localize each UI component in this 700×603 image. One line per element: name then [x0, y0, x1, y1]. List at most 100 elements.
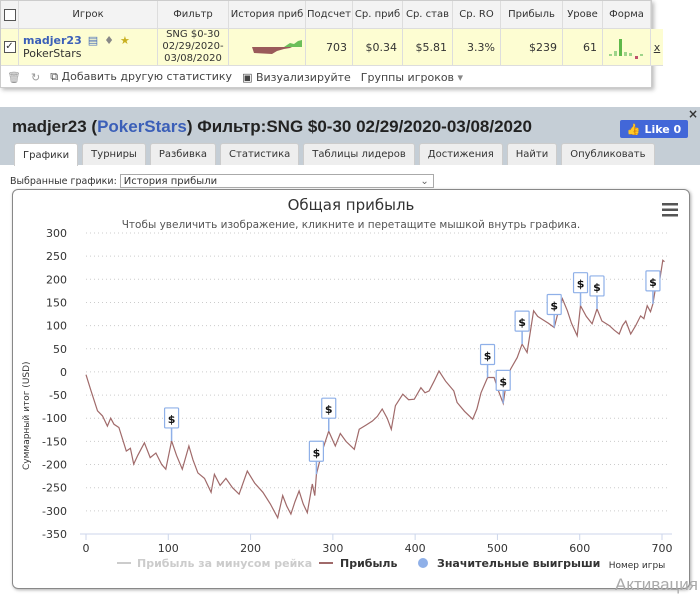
big-win-label: $ — [593, 281, 601, 294]
add-icon: ⧉ — [50, 70, 59, 83]
award-icon[interactable]: ★ — [120, 34, 130, 47]
y-tick-label: 250 — [46, 250, 67, 263]
profit-chart[interactable]: Общая прибыль Чтобы увеличить изображени… — [12, 189, 690, 589]
avg-stake-cell: $5.81 — [403, 29, 453, 65]
big-win-marker[interactable]: $ — [479, 343, 496, 378]
network-label: PokerStars — [23, 47, 82, 60]
big-win-label: $ — [550, 299, 558, 312]
form-chart — [603, 29, 651, 65]
panel-player-name: madjer23 — [12, 117, 87, 136]
big-win-marker[interactable]: $ — [321, 397, 337, 432]
tab-charts[interactable]: Графики — [14, 143, 79, 166]
avg-profit-cell: $0.34 — [353, 29, 403, 65]
big-win-marker[interactable]: $ — [589, 275, 605, 309]
profit-series-line — [85, 259, 665, 520]
col-history[interactable]: История приб — [229, 1, 306, 28]
big-win-marker[interactable]: $ — [495, 369, 511, 404]
panel-filter: Фильтр:SNG $0-30 02/29/2020-03/08/2020 — [197, 117, 532, 136]
x-tick-label: 700 — [652, 542, 673, 555]
player-cell: madjer23 ▤ ♦ ★ PokerStars — [19, 29, 158, 65]
y-tick-label: -250 — [42, 482, 67, 495]
col-filter[interactable]: Фильтр — [158, 1, 229, 28]
big-win-label: $ — [325, 403, 333, 416]
panel-network-link[interactable]: PokerStars — [97, 117, 187, 136]
notes-icon[interactable]: ▤ — [87, 34, 99, 47]
x-tick-label: 200 — [240, 542, 261, 555]
select-all-checkbox[interactable] — [1, 1, 19, 28]
legend-item-profit[interactable]: Прибыль — [319, 557, 397, 570]
col-profit[interactable]: Прибыль — [501, 1, 563, 28]
close-icon[interactable]: × — [687, 107, 698, 121]
legend-label: Значительные выигрыши — [437, 557, 600, 570]
tab-achievements[interactable]: Достижения — [418, 143, 503, 165]
big-win-marker[interactable]: $ — [308, 440, 324, 475]
tab-statistics[interactable]: Статистика — [220, 143, 300, 165]
col-count[interactable]: Подсчет — [306, 1, 353, 28]
chart-selector-label: Выбранные графики: — [10, 175, 117, 187]
watermark: Активация — [615, 575, 698, 594]
visualize-label: Визуализируйте — [255, 70, 351, 84]
y-tick-label: -200 — [42, 459, 67, 472]
col-avg-stake[interactable]: Ср. став — [403, 1, 453, 28]
chart-select[interactable]: История прибыли ⌄ — [119, 174, 434, 188]
level-cell: 61 — [563, 29, 603, 65]
thumbs-up-icon: 👍 — [626, 122, 641, 136]
chevron-down-icon: ▾ — [457, 70, 464, 84]
like-label: Like 0 — [644, 122, 682, 136]
trash-icon[interactable]: 🗑 — [7, 70, 21, 84]
legend-label: Прибыль — [340, 557, 397, 570]
big-win-marker[interactable]: $ — [645, 270, 661, 304]
big-win-marker[interactable]: $ — [163, 407, 180, 441]
avg-roi-cell: 3.3% — [453, 29, 501, 65]
big-win-marker[interactable]: $ — [572, 272, 589, 306]
chart-select-value: История прибыли — [123, 175, 218, 187]
big-win-label: $ — [518, 316, 526, 329]
big-win-marker[interactable]: $ — [546, 293, 562, 328]
chart-svg[interactable]: Общая прибыль Чтобы увеличить изображени… — [13, 190, 691, 590]
add-stat-label: Добавить другую статистику — [61, 70, 233, 83]
tab-publish[interactable]: Опубликовать — [561, 143, 655, 165]
row-checkbox[interactable]: ✓ — [1, 29, 19, 65]
menu-icon[interactable] — [662, 203, 678, 217]
x-tick-label: 0 — [83, 542, 90, 555]
tab-leaderboards[interactable]: Таблицы лидеров — [303, 143, 415, 165]
add-stat-button[interactable]: ⧉ Добавить другую статистику — [50, 70, 232, 84]
tab-tournaments[interactable]: Турниры — [82, 143, 146, 165]
y-tick-label: 50 — [53, 343, 67, 356]
chart-subtitle: Чтобы увеличить изображение, кликните и … — [122, 219, 581, 231]
y-tick-label: 0 — [60, 366, 67, 379]
legend: Прибыль за минусом рейка Прибыль Значите… — [117, 557, 600, 570]
visualize-button[interactable]: ▣ Визуализируйте — [242, 71, 351, 84]
tab-breakdown[interactable]: Разбивка — [149, 143, 217, 165]
x-axis-label: Номер игры — [609, 561, 666, 571]
player-name-link[interactable]: madjer23 — [23, 34, 82, 47]
legend-item-rakeless[interactable]: Прибыль за минусом рейка — [117, 557, 312, 570]
player-groups-dropdown[interactable]: Группы игроков ▾ — [361, 71, 463, 84]
refresh-icon[interactable]: ↻ — [30, 70, 41, 84]
y-tick-label: 200 — [46, 273, 67, 286]
tab-find[interactable]: Найти — [506, 143, 558, 165]
big-win-label: $ — [484, 349, 492, 362]
x-tick-label: 500 — [487, 542, 508, 555]
filter-line: 03/08/2020 — [164, 53, 222, 64]
remove-row-link[interactable]: x — [653, 40, 661, 54]
big-win-label: $ — [577, 278, 585, 291]
legend-item-big-wins[interactable]: Значительные выигрыши — [418, 557, 600, 570]
y-tick-label: 300 — [46, 227, 67, 240]
col-avg-profit[interactable]: Ср. приб — [353, 1, 403, 28]
col-form[interactable]: Форма — [603, 1, 651, 28]
big-win-label: $ — [499, 375, 507, 388]
col-player[interactable]: Игрок — [19, 1, 158, 28]
table-header: Игрок Фильтр История приб Подсчет Ср. пр… — [1, 1, 651, 29]
big-win-marker[interactable]: $ — [514, 310, 530, 345]
player-panel-header: madjer23 (PokerStars) Фильтр:SNG $0-30 0… — [0, 107, 700, 166]
pin-icon[interactable]: ♦ — [104, 34, 115, 47]
profit-cell: $239 — [501, 29, 563, 65]
groups-label: Группы игроков — [360, 70, 455, 84]
col-level[interactable]: Урове — [563, 1, 603, 28]
col-avg-roi[interactable]: Ср. RO — [453, 1, 501, 28]
chevron-down-icon: ⌄ — [420, 175, 429, 187]
like-button[interactable]: 👍 Like 0 — [620, 120, 688, 138]
panel-title: madjer23 (PokerStars) Фильтр:SNG $0-30 0… — [12, 117, 532, 136]
x-tick-label: 300 — [322, 542, 343, 555]
